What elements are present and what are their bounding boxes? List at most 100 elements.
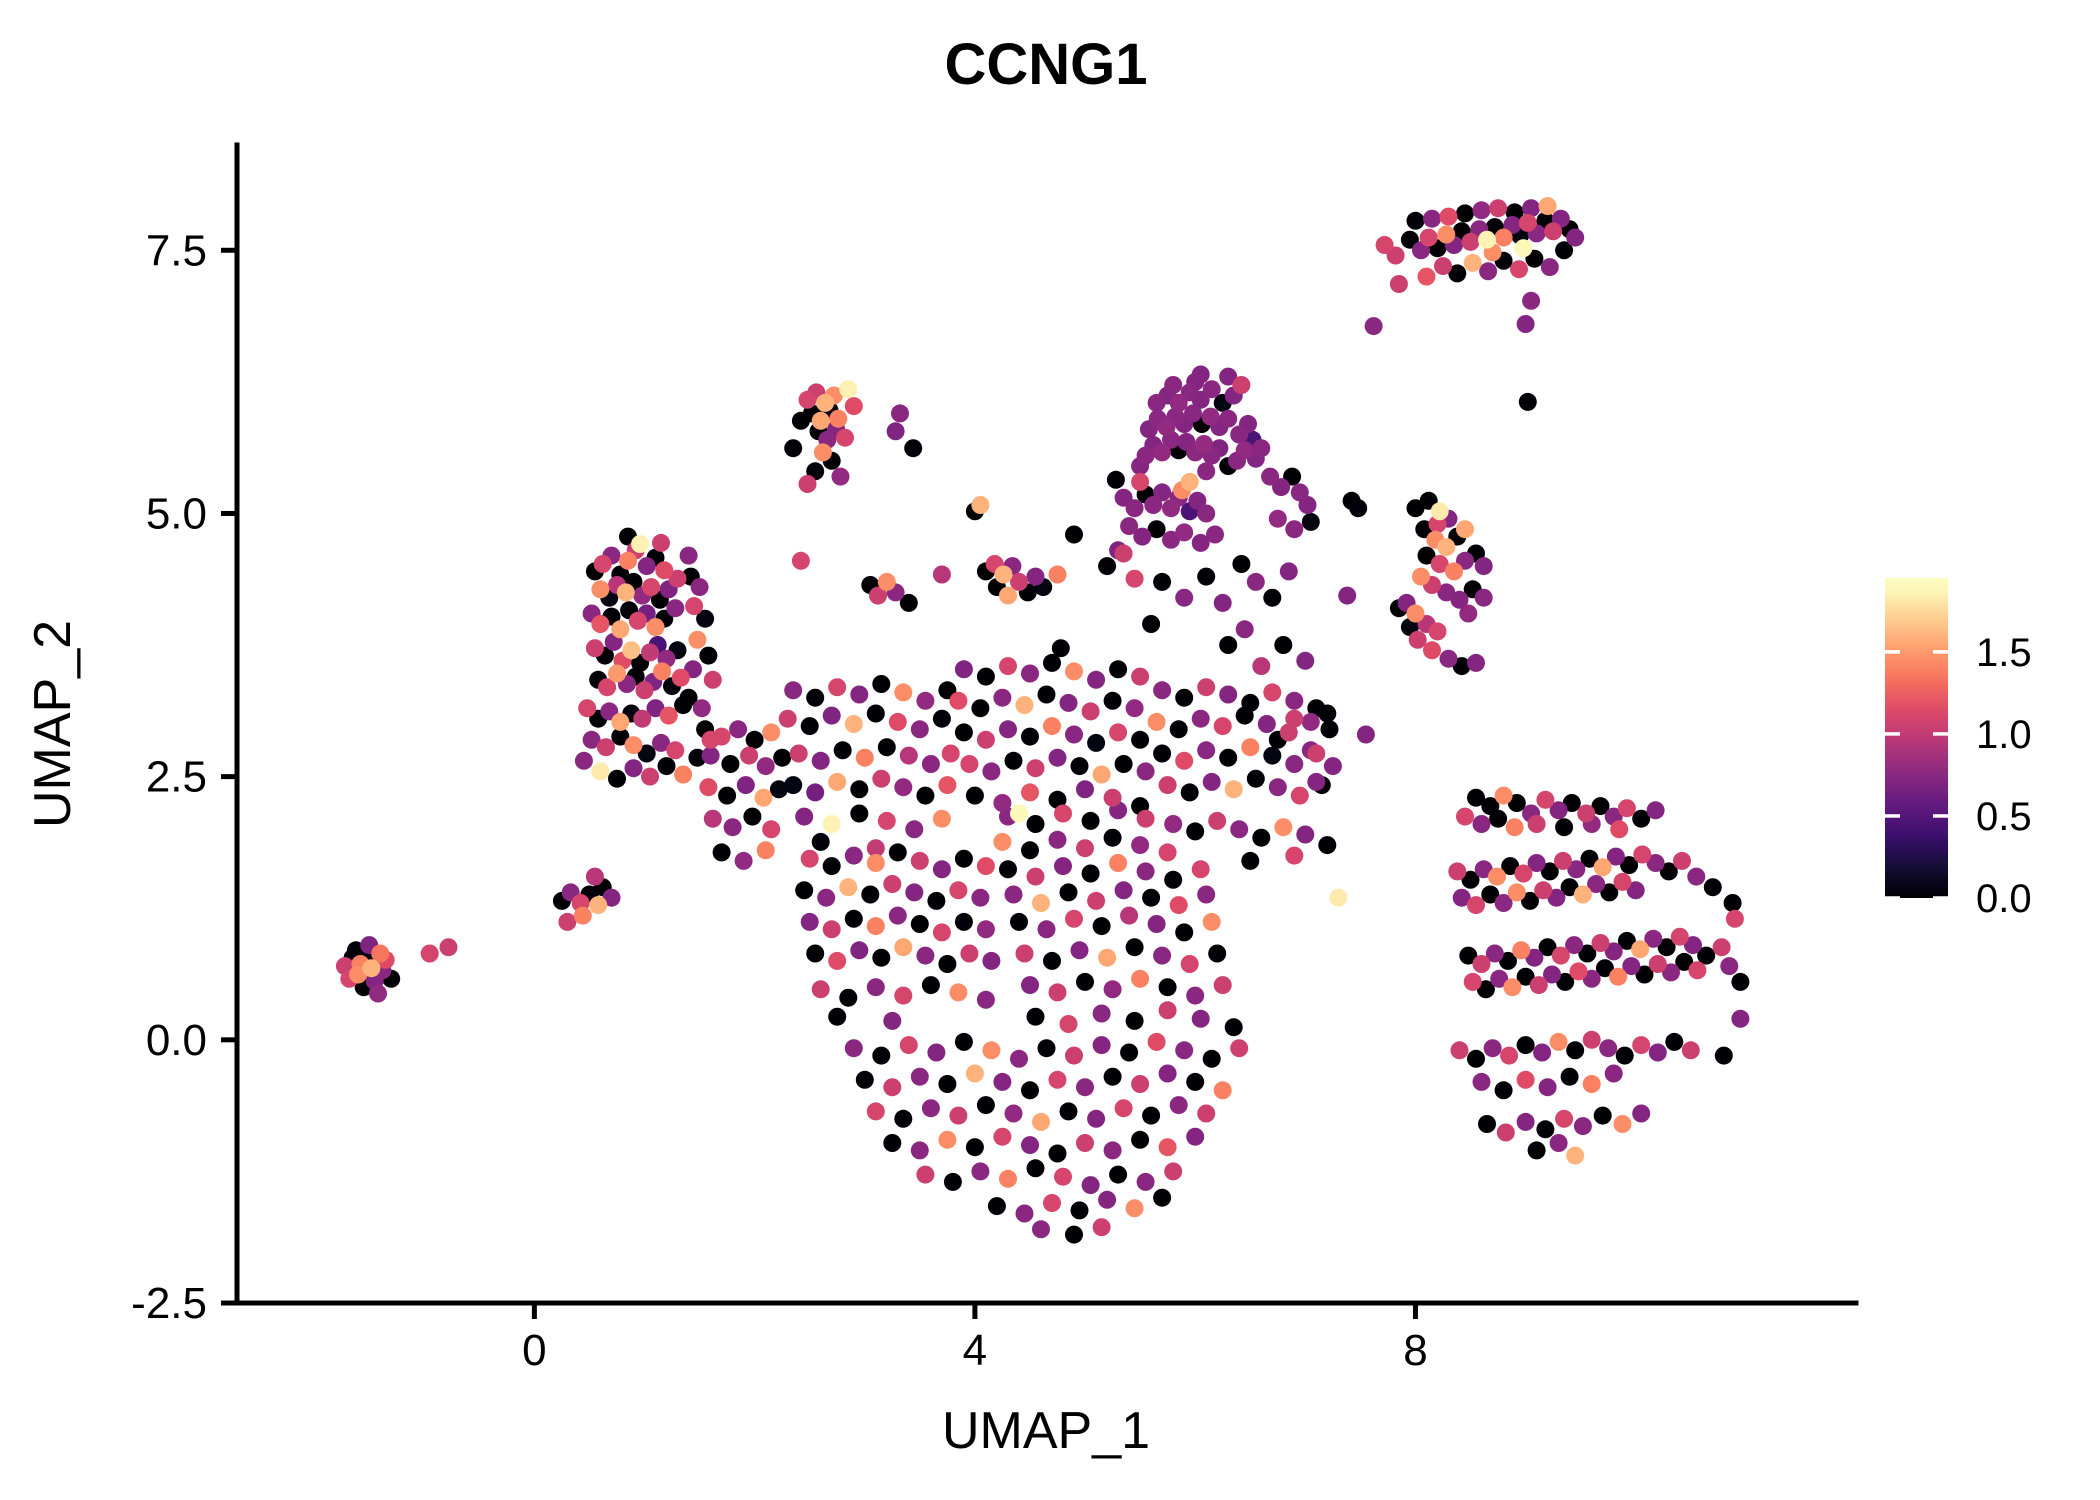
data-point [1476,980,1495,999]
data-point [616,583,635,602]
data-point [1456,520,1474,539]
data-point [927,891,946,910]
legend-tick-labels: 1.5 1.0 0.5 0.0 [1976,631,2032,921]
data-point [1547,888,1566,907]
data-point [1697,946,1716,965]
data-point [1483,1039,1502,1058]
data-point [1725,909,1744,928]
data-point [993,1072,1012,1091]
data-point [1070,757,1089,776]
data-point [619,551,637,570]
data-point [877,738,896,757]
data-point [1092,1004,1111,1023]
data-point [1510,260,1528,279]
data-point [1169,720,1188,739]
data-point [371,944,390,963]
data-point [1478,1115,1496,1133]
data-point [817,888,836,907]
data-point [1197,504,1216,523]
data-point [1474,557,1493,576]
data-point [1235,441,1254,460]
data-point [954,849,973,868]
data-point [993,688,1012,707]
legend-label-0.0: 0.0 [1976,877,2032,921]
data-point [971,1162,990,1181]
data-point [1551,946,1570,965]
data-point [1505,818,1524,837]
data-point [976,990,995,1009]
data-point [1478,230,1496,249]
data-point [1540,258,1559,277]
data-point [1098,948,1117,967]
data-point [872,769,891,788]
data-point [1106,470,1125,489]
data-point [1213,717,1232,736]
data-point [688,630,707,649]
data-point [1296,651,1315,670]
data-point [734,851,753,870]
data-point [1665,1032,1684,1051]
data-point [1162,530,1180,549]
data-point [558,912,577,931]
data-point [1147,1032,1166,1051]
data-point [1408,630,1427,649]
data-point [1560,1067,1579,1086]
legend-label-0.5: 0.5 [1976,795,2032,839]
data-point [1191,365,1210,384]
data-point [1202,1049,1221,1068]
data-point [806,944,825,963]
data-point [1389,275,1408,293]
data-point [1529,976,1548,995]
data-point [1197,741,1216,760]
data-point [932,860,951,879]
data-point [602,888,621,907]
data-point [754,788,773,807]
data-point [1021,1081,1039,1100]
data-point [1428,622,1447,641]
data-point [943,1172,962,1191]
data-point [1712,938,1731,957]
data-point [949,881,968,900]
data-point [982,951,1001,970]
data-point [690,578,709,597]
data-point [1147,915,1166,933]
data-point [1021,727,1039,746]
data-point [965,786,984,805]
data-point [1507,794,1526,812]
data-point [1131,1130,1150,1149]
data-point [1490,969,1509,988]
data-point [1615,1046,1634,1065]
data-point [1516,1070,1535,1089]
data-point [910,1067,929,1086]
data-point [578,699,597,718]
data-point [798,475,817,493]
data-point [1549,1134,1568,1152]
data-point [1263,746,1282,765]
data-point [784,776,803,795]
data-point [1065,909,1083,928]
data-point [1175,751,1194,770]
data-point [1472,815,1491,833]
data-point [932,923,951,942]
data-point [905,820,924,839]
data-point [1114,755,1133,773]
data-point [987,1197,1006,1216]
data-point [855,1070,874,1089]
data-point [1051,639,1070,658]
data-point [1301,712,1320,731]
data-point [1087,1109,1106,1128]
data-point [1268,778,1287,797]
data-point [1320,720,1339,739]
data-point [1092,1218,1111,1237]
data-point [1632,1104,1651,1123]
data-point [674,696,693,715]
data-point [1081,864,1100,883]
data-point [1307,744,1326,763]
data-point [1125,938,1144,957]
data-point [982,1041,1001,1060]
y-tick-label-2.5: 2.5 [146,753,207,802]
data-point [1516,967,1535,986]
data-point [1375,236,1394,254]
data-point [1500,1046,1519,1065]
data-point [1448,862,1467,881]
